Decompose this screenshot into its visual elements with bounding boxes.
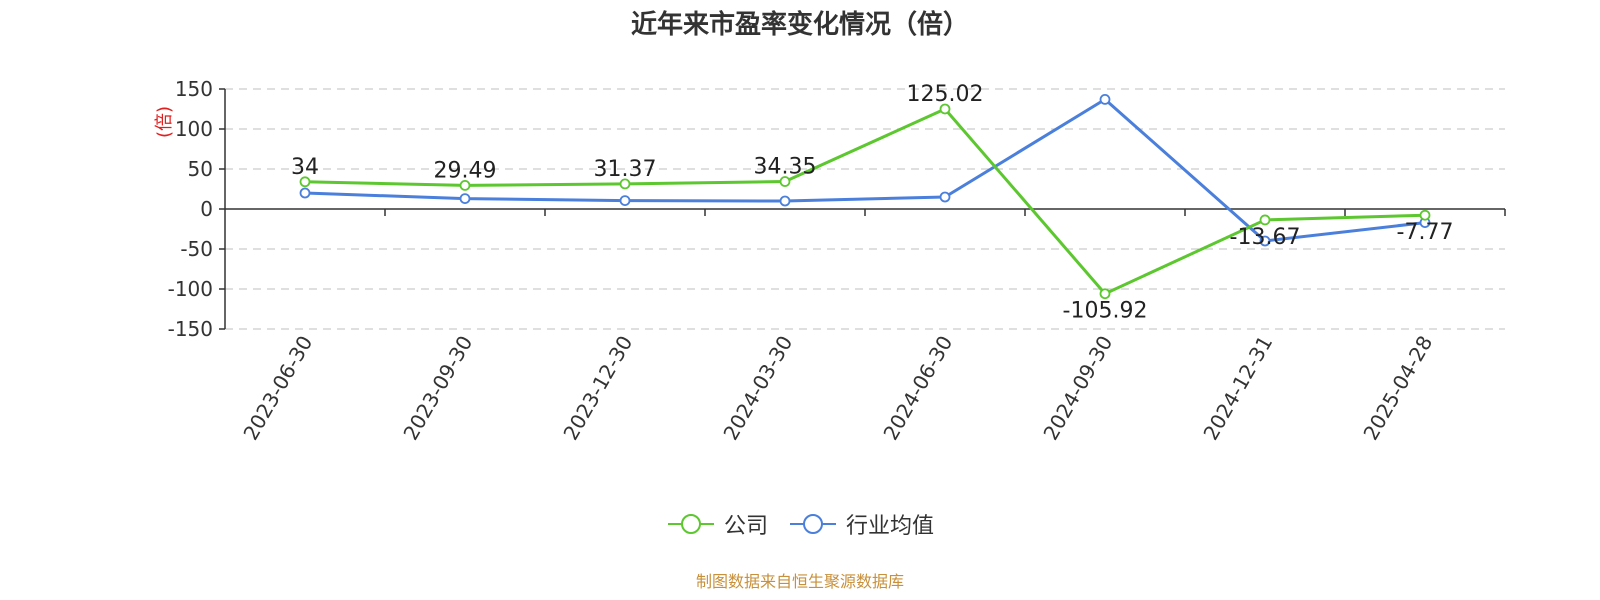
x-tick-label: 2024-09-30 <box>1038 332 1117 445</box>
series-lines <box>299 94 1431 300</box>
y-tick-label: 100 <box>175 117 213 141</box>
source-note: 制图数据来自恒生聚源数据库 <box>695 572 904 591</box>
legend-label: 行业均值 <box>846 514 935 539</box>
y-axis-label: (倍) <box>154 106 175 138</box>
industry-point <box>779 195 791 207</box>
axes: 150 100 50 0 -50 -100 -150 (倍) 2023-06-30 2023-09… <box>154 77 1506 445</box>
data-label: 31.37 <box>594 157 657 182</box>
data-labels: 34 29.49 31.37 34.35 125.02 -105.92 -13.67 -7.7… <box>291 82 1453 324</box>
industry-point <box>299 187 311 199</box>
x-tick-label: 2024-12-31 <box>1198 332 1277 445</box>
x-tick-label: 2023-06-30 <box>238 332 317 445</box>
data-label: -13.67 <box>1230 225 1301 250</box>
legend: 公司 行业均值 <box>0 508 1600 540</box>
x-tick-label: 2023-12-30 <box>558 332 637 445</box>
company-point <box>1259 214 1271 226</box>
company-point <box>459 180 471 191</box>
industry-point <box>459 193 471 205</box>
y-tick-label: -100 <box>168 277 213 301</box>
company-point <box>299 176 311 188</box>
x-tick-label: 2025-04-28 <box>1358 332 1437 445</box>
legend-item-industry[interactable]: 行业均值 <box>788 508 934 540</box>
industry-point <box>939 191 951 203</box>
y-tick-label: -150 <box>168 317 213 341</box>
company-point <box>1099 288 1111 300</box>
y-tick-label: 0 <box>200 197 213 221</box>
y-tick-label: -50 <box>180 237 213 261</box>
data-label: 125.02 <box>907 82 984 107</box>
legend-item-company[interactable]: 公司 <box>666 508 768 540</box>
data-label: -105.92 <box>1063 299 1148 324</box>
x-tick-label: 2024-06-30 <box>878 332 957 445</box>
company-point <box>779 176 791 187</box>
company-line <box>304 107 1426 296</box>
industry-point <box>1259 235 1271 247</box>
industry-line <box>304 97 1426 243</box>
legend-line-circle-icon <box>667 514 714 534</box>
industry-point <box>619 195 631 207</box>
company-point <box>939 103 951 115</box>
company-point <box>1419 209 1431 221</box>
x-tick-label: 2024-03-30 <box>718 332 797 445</box>
data-label: 29.49 <box>434 158 497 183</box>
y-tick-label: 50 <box>188 157 213 181</box>
data-label: 34.35 <box>754 155 817 180</box>
industry-point <box>1099 94 1111 105</box>
legend-line-circle-icon <box>790 514 836 534</box>
chart-title: 近年来市盈率变化情况（倍） <box>630 10 969 40</box>
legend-label: 公司 <box>723 514 768 539</box>
grid-lines <box>225 88 1505 330</box>
data-label: -7.77 <box>1397 220 1454 245</box>
company-point <box>619 178 631 190</box>
y-tick-label: 150 <box>175 77 213 101</box>
x-tick-label: 2023-09-30 <box>398 332 477 445</box>
data-label: 34 <box>291 155 319 180</box>
